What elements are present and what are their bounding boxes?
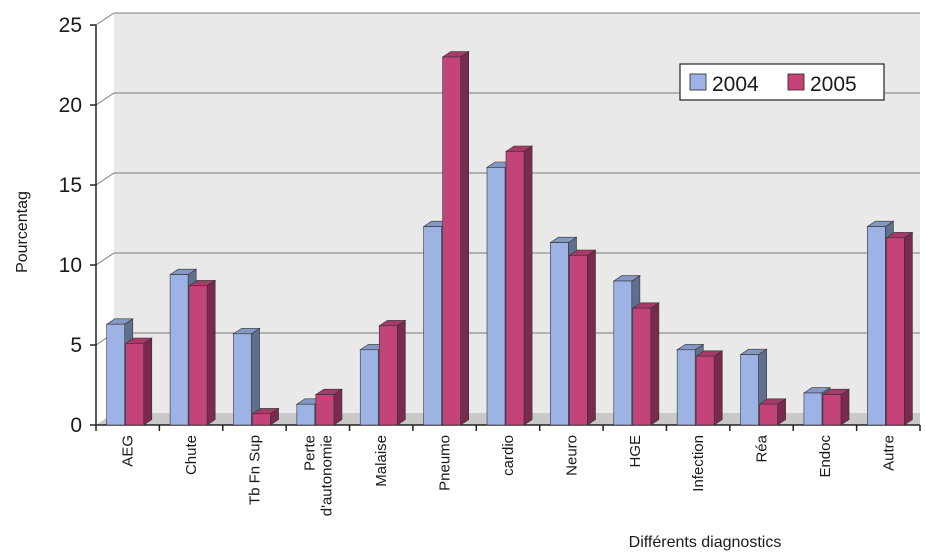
legend-swatch <box>689 73 707 91</box>
bar-2005 <box>758 398 787 426</box>
gridline <box>95 172 920 186</box>
gridline <box>95 92 920 106</box>
legend: 2004 2005 <box>679 63 885 101</box>
y-tick-label: 20 <box>59 94 82 117</box>
bar-2005 <box>251 407 280 426</box>
x-axis-title: Différents diagnostics <box>629 534 782 551</box>
y-tick-label: 15 <box>59 174 82 197</box>
y-tick-label: 0 <box>70 414 82 437</box>
category-label: Tb Fn Sup <box>246 435 263 505</box>
gridline <box>95 252 920 266</box>
category-label: Pneumo <box>437 435 454 491</box>
category-label: Réa <box>754 434 771 462</box>
bar-2005 <box>631 302 660 426</box>
y-tick-label: 25 <box>59 14 82 37</box>
category-label: Endoc <box>817 435 834 478</box>
legend-box <box>679 63 885 101</box>
category-label: d'autonomie <box>318 435 335 516</box>
bar-2005 <box>505 145 534 426</box>
bar-2005 <box>378 319 407 426</box>
bar-2005 <box>885 231 914 426</box>
bars <box>105 51 914 426</box>
category-label: Autre <box>880 435 897 471</box>
y-tick-label: 5 <box>70 334 82 357</box>
category-label: Neuro <box>563 435 580 476</box>
bar-2005 <box>441 51 470 426</box>
y-tick-label: 10 <box>59 254 82 277</box>
bar-2005 <box>124 337 153 426</box>
legend-label: 2004 <box>712 73 759 96</box>
bar-2005 <box>568 249 597 426</box>
gridline <box>95 12 920 26</box>
bar-2004 <box>232 327 261 426</box>
bar-2005 <box>821 388 851 426</box>
legend-swatch <box>787 73 805 91</box>
y-tick-labels: 0 5 10 15 20 25 <box>59 14 82 437</box>
legend-label: 2005 <box>810 73 857 96</box>
bar-2005 <box>188 279 217 426</box>
bar-2005 <box>314 388 343 426</box>
category-label: HGE <box>627 435 644 468</box>
category-label: Chute <box>183 435 200 475</box>
category-label: cardio <box>500 435 517 476</box>
category-label: AEG <box>120 435 137 467</box>
category-label: Malaise <box>373 435 390 487</box>
category-label: Perte <box>301 435 318 471</box>
category-label: Infection <box>690 435 707 492</box>
category-labels: AEG Chute Tb Fn Sup Perte d'autonomie Malaise… <box>120 434 898 516</box>
y-axis-title: Pourcentag <box>14 191 31 273</box>
bar-2005 <box>695 350 724 426</box>
